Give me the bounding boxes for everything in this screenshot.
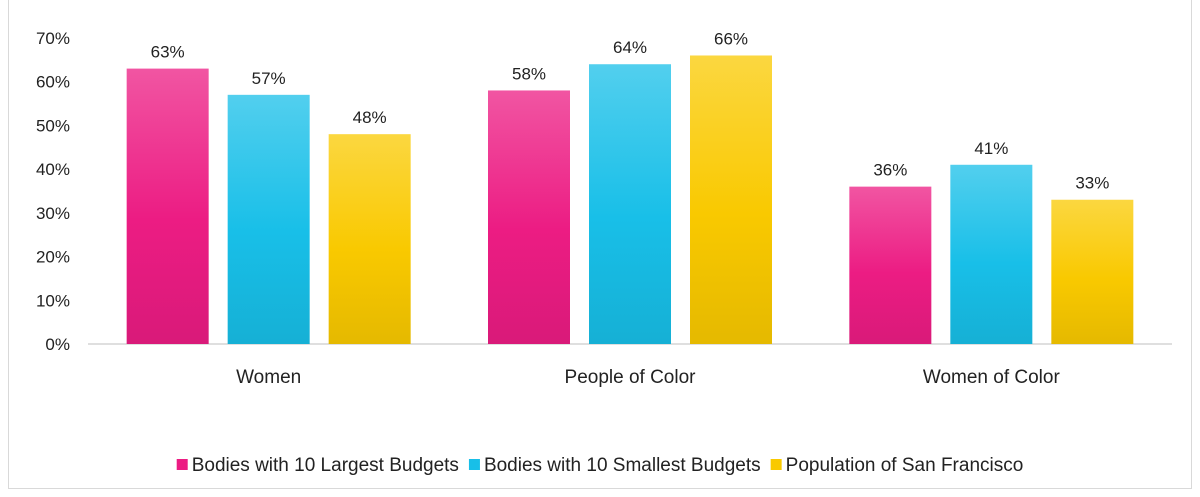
legend-swatch (468, 459, 480, 470)
chart-frame (8, 0, 1192, 489)
y-tick-label: 70% (36, 29, 70, 48)
legend-swatch (176, 459, 188, 470)
bar-population-sf (1051, 199, 1134, 344)
bar-largest-budgets (126, 68, 209, 344)
data-label: 64% (613, 38, 647, 57)
y-tick-label: 20% (36, 248, 70, 267)
data-label: 41% (974, 139, 1008, 158)
bar-largest-budgets (488, 90, 570, 344)
y-tick-label: 60% (36, 73, 70, 92)
bar-smallest-budgets (589, 64, 671, 344)
bar-smallest-budgets (950, 164, 1033, 344)
y-tick-label: 40% (36, 160, 70, 179)
legend-swatch (770, 459, 782, 470)
legend-label: Bodies with 10 Smallest Budgets (484, 455, 761, 476)
bar-population-sf (690, 55, 772, 344)
y-tick-label: 30% (36, 204, 70, 223)
legend-label: Bodies with 10 Largest Budgets (192, 455, 459, 476)
data-label: 63% (151, 43, 185, 62)
data-label: 58% (512, 64, 546, 83)
bar-population-sf (328, 134, 411, 344)
legend-label: Population of San Francisco (786, 455, 1024, 476)
data-label: 66% (714, 29, 748, 48)
data-label: 33% (1075, 174, 1109, 193)
data-label: 57% (252, 69, 286, 88)
data-label: 36% (873, 161, 907, 180)
y-tick-label: 50% (36, 116, 70, 135)
bar-largest-budgets (849, 186, 932, 344)
y-tick-label: 0% (45, 335, 70, 354)
x-category-label: Women (236, 367, 301, 388)
y-tick-label: 10% (36, 291, 70, 310)
data-label: 48% (353, 108, 387, 127)
bar-smallest-budgets (227, 94, 310, 344)
x-category-label: Women of Color (923, 367, 1061, 388)
x-category-label: People of Color (565, 367, 697, 388)
